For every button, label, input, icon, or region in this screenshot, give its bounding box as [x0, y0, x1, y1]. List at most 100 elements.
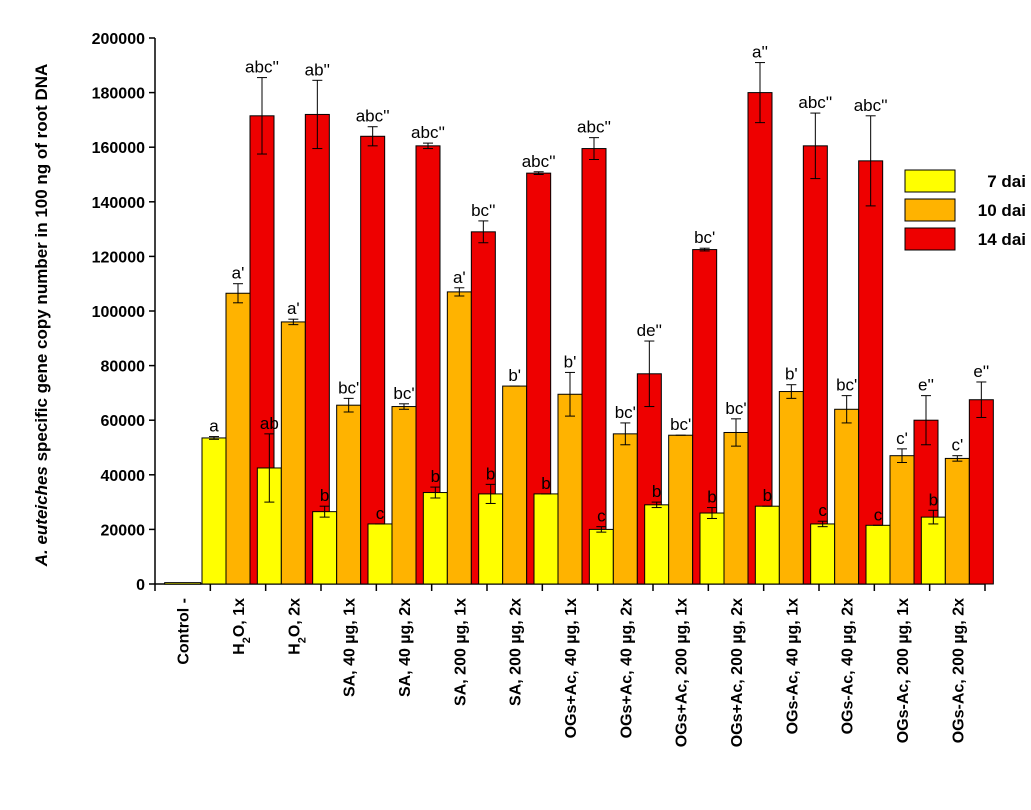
bar-7-dai [312, 511, 338, 585]
y-tick-label: 180000 [92, 86, 145, 103]
bar-10-dai [834, 408, 860, 585]
significance-label: bc' [694, 228, 715, 247]
bar-10-dai [889, 455, 915, 585]
category-label: OGs+Ac, 200 µg, 1x [674, 598, 691, 747]
legend-swatch [904, 198, 956, 222]
significance-label: a'' [752, 43, 768, 62]
significance-label: bc'' [471, 201, 495, 220]
bar-10-dai [612, 433, 638, 585]
y-tick-label: 100000 [92, 304, 145, 321]
bar-10-dai [557, 393, 583, 585]
y-axis-label: A. euteiches specific gene copy number i… [32, 64, 51, 568]
significance-label: c' [951, 436, 963, 455]
significance-label: abc'' [798, 93, 832, 112]
significance-label: ab [260, 414, 279, 433]
y-tick-label: 160000 [92, 140, 145, 157]
significance-label: bc' [670, 415, 691, 434]
bar-7-dai [367, 523, 393, 585]
y-axis: 0 20000 40000 60000 80000 100000 120000 140000 1… [92, 31, 156, 594]
bar-7-dai [644, 504, 670, 585]
y-tick-label: 0 [136, 577, 145, 594]
significance-label: abc'' [522, 152, 556, 171]
category-label: OGs-Ac, 40 µg, 1x [784, 598, 801, 734]
significance-label: a [209, 417, 219, 436]
bar-7-dai [754, 505, 780, 585]
significance-label: b' [508, 366, 521, 385]
significance-label: ab'' [305, 60, 330, 79]
bar-7-dai [422, 492, 448, 585]
bar-7-dai [920, 516, 946, 585]
category-label: OGs-Ac, 40 µg, 2x [840, 598, 857, 734]
y-axis-label-species: A. euteiches [32, 466, 51, 567]
significance-label: a' [287, 299, 300, 318]
category-label: H2O, 1x [231, 598, 253, 655]
category-label: SA, 200 µg, 1x [452, 598, 469, 706]
significance-label: c [597, 507, 606, 526]
bar-10-dai [446, 291, 472, 585]
bar-14-dai [968, 399, 994, 585]
significance-label: c [874, 505, 883, 524]
bar-10-dai [336, 404, 362, 585]
significance-label: b [320, 486, 329, 505]
category-label: OGs-Ac, 200 µg, 1x [895, 598, 912, 743]
bar-10-dai [225, 292, 251, 585]
significance-label: c [818, 501, 827, 520]
significance-label: bc' [615, 403, 636, 422]
y-tick-label: 40000 [101, 468, 146, 485]
significance-label: abc'' [577, 118, 611, 137]
bar-10-dai [723, 431, 749, 585]
bar-10-dai [502, 385, 528, 585]
x-axis: Control - H2O, 1x H2O, 2x SA, 40 µg, 1x SA, … [154, 583, 986, 747]
category-label: OGs+Ac, 40 µg, 2x [618, 598, 635, 739]
bar-7-dai [201, 437, 227, 585]
bar-7-dai [865, 524, 891, 585]
bar-7-dai [699, 512, 725, 585]
significance-label: c' [896, 429, 908, 448]
significance-label: b [707, 488, 716, 507]
bar-10-dai [668, 434, 694, 585]
significance-label: b [929, 490, 938, 509]
bar-7-dai [533, 493, 559, 585]
significance-label: b' [564, 352, 577, 371]
significance-label: b [486, 464, 495, 483]
significance-label: a' [453, 268, 466, 287]
category-label: OGs+Ac, 40 µg, 1x [563, 598, 580, 739]
category-label: OGs+Ac, 200 µg, 2x [729, 598, 746, 747]
significance-label: e'' [973, 362, 989, 381]
bar-10-dai [778, 391, 804, 585]
significance-label: abc'' [245, 58, 279, 77]
y-tick-label: 140000 [92, 195, 145, 212]
significance-label: bc' [393, 384, 414, 403]
bar-14-dai [581, 148, 607, 585]
legend-swatch [904, 227, 956, 251]
y-tick-label: 120000 [92, 249, 145, 266]
significance-label: bc' [836, 376, 857, 395]
bar-10-dai [391, 406, 417, 585]
significance-label: b [431, 467, 440, 486]
y-tick-label: 60000 [101, 413, 146, 430]
y-tick-label: 80000 [101, 359, 146, 376]
y-axis-label-text: specific gene copy number in 100 ng of r… [32, 64, 51, 466]
significance-label: bc' [338, 378, 359, 397]
significance-label: de'' [637, 321, 662, 340]
bar-14-dai [747, 92, 773, 585]
significance-label: bc' [725, 399, 746, 418]
legend-swatch [904, 169, 956, 193]
y-tick-label: 200000 [92, 31, 145, 48]
category-label: Control - [176, 598, 193, 665]
category-label: OGs-Ac, 200 µg, 2x [950, 598, 967, 743]
legend-label: 10 dai [978, 201, 1026, 220]
category-label: SA, 40 µg, 2x [397, 598, 414, 697]
bar-10-dai [280, 321, 306, 585]
legend-label: 7 dai [987, 172, 1026, 191]
category-label: SA, 40 µg, 1x [342, 598, 359, 697]
significance-label: b [652, 482, 661, 501]
legend-label: 14 dai [978, 230, 1026, 249]
significance-label: abc'' [854, 96, 888, 115]
significance-label: c [376, 504, 385, 523]
significance-label: abc'' [411, 123, 445, 142]
significance-label: b [763, 486, 772, 505]
bar-10-dai [944, 457, 970, 585]
bar-7-dai [588, 528, 614, 585]
